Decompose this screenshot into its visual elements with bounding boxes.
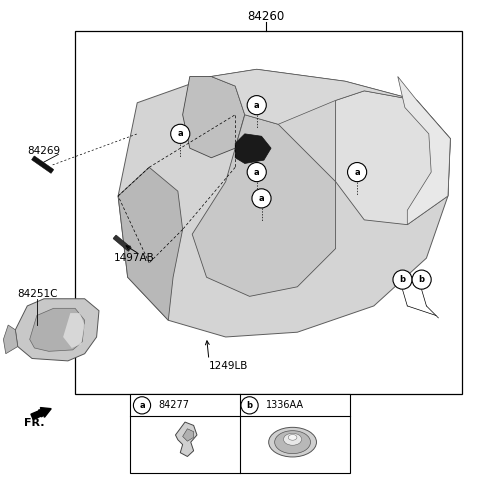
FancyArrow shape xyxy=(31,408,51,420)
Circle shape xyxy=(241,397,258,414)
Polygon shape xyxy=(211,69,417,124)
Circle shape xyxy=(247,96,266,115)
Polygon shape xyxy=(182,76,245,158)
Polygon shape xyxy=(118,69,450,337)
Text: 84251C: 84251C xyxy=(18,289,58,299)
FancyBboxPatch shape xyxy=(32,156,54,174)
Text: 1249LB: 1249LB xyxy=(209,361,248,370)
Text: 84277: 84277 xyxy=(159,401,190,410)
Polygon shape xyxy=(30,308,84,351)
Text: b: b xyxy=(399,275,406,284)
Ellipse shape xyxy=(275,431,311,454)
Polygon shape xyxy=(63,313,84,348)
Text: 1497AB: 1497AB xyxy=(113,253,154,263)
Text: b: b xyxy=(247,401,252,410)
Ellipse shape xyxy=(284,433,301,445)
Text: a: a xyxy=(254,168,260,176)
Circle shape xyxy=(252,189,271,208)
Text: 84260: 84260 xyxy=(248,10,285,23)
Text: 1336AA: 1336AA xyxy=(266,401,304,410)
Text: a: a xyxy=(259,194,264,203)
Text: a: a xyxy=(178,130,183,138)
Text: a: a xyxy=(354,168,360,176)
Circle shape xyxy=(412,270,431,289)
Bar xyxy=(75,31,462,394)
Polygon shape xyxy=(192,115,336,296)
FancyBboxPatch shape xyxy=(113,235,131,251)
Ellipse shape xyxy=(269,427,316,457)
Circle shape xyxy=(247,163,266,182)
Text: 84269: 84269 xyxy=(27,146,60,155)
Circle shape xyxy=(393,270,412,289)
Text: a: a xyxy=(254,101,260,109)
Polygon shape xyxy=(336,91,450,225)
Text: b: b xyxy=(419,275,425,284)
Polygon shape xyxy=(3,325,18,354)
Circle shape xyxy=(133,397,151,414)
Text: FR.: FR. xyxy=(24,418,45,428)
Polygon shape xyxy=(176,422,197,456)
Text: a: a xyxy=(139,401,145,410)
Bar xyxy=(130,394,350,473)
Ellipse shape xyxy=(288,435,297,440)
Polygon shape xyxy=(15,299,99,361)
Circle shape xyxy=(171,124,190,143)
Polygon shape xyxy=(182,429,193,441)
Circle shape xyxy=(348,163,367,182)
Polygon shape xyxy=(235,134,271,163)
Polygon shape xyxy=(118,167,182,320)
Polygon shape xyxy=(398,76,450,225)
